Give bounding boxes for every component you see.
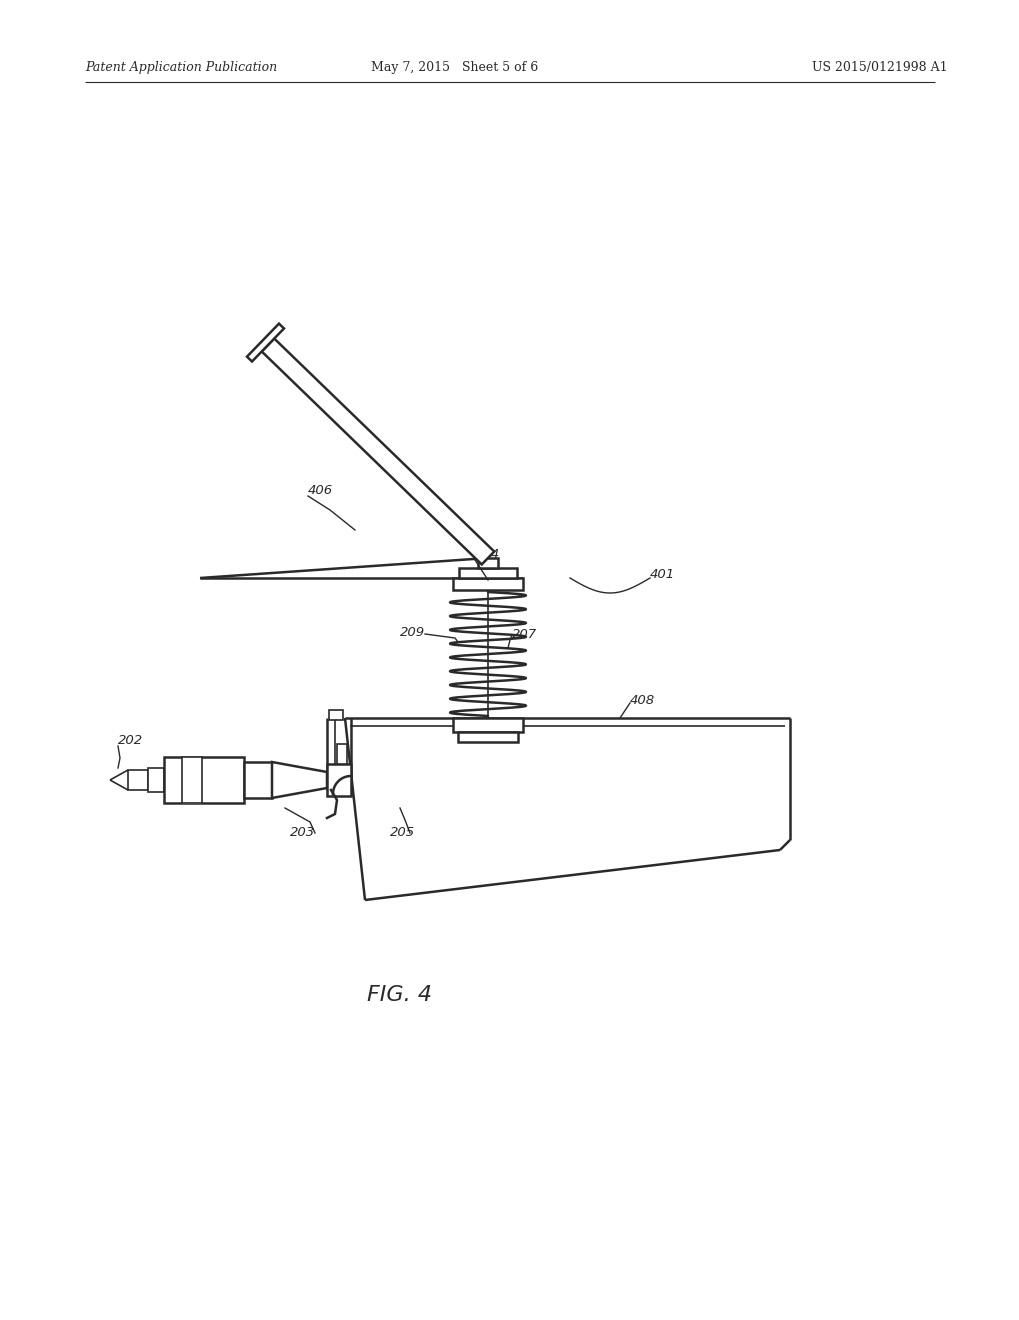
Text: US 2015/0121998 A1: US 2015/0121998 A1 — [811, 62, 947, 74]
Text: 202: 202 — [118, 734, 143, 747]
Text: 203: 203 — [289, 825, 315, 838]
Bar — [244, 762, 272, 799]
Polygon shape — [272, 762, 327, 799]
Bar — [459, 568, 517, 578]
Text: 204: 204 — [475, 549, 499, 561]
Bar — [458, 733, 518, 742]
Bar — [148, 768, 164, 792]
Polygon shape — [262, 338, 494, 565]
Text: 406: 406 — [308, 483, 333, 496]
Text: May 7, 2015   Sheet 5 of 6: May 7, 2015 Sheet 5 of 6 — [371, 62, 538, 74]
Bar — [452, 578, 523, 590]
Bar — [336, 744, 346, 764]
Text: 209: 209 — [399, 626, 425, 639]
Polygon shape — [247, 323, 283, 362]
Text: 401: 401 — [649, 569, 675, 582]
Text: 207: 207 — [512, 628, 537, 642]
Bar — [164, 756, 244, 803]
Text: Patent Application Publication: Patent Application Publication — [85, 62, 277, 74]
Bar — [127, 770, 148, 789]
Bar — [478, 558, 497, 568]
Bar — [181, 756, 202, 804]
Text: FIG. 4: FIG. 4 — [367, 985, 432, 1005]
Bar — [329, 710, 342, 719]
Bar — [181, 756, 202, 803]
Text: 408: 408 — [630, 693, 654, 706]
Bar — [327, 764, 351, 796]
Text: 205: 205 — [389, 825, 415, 838]
Bar — [452, 718, 523, 733]
